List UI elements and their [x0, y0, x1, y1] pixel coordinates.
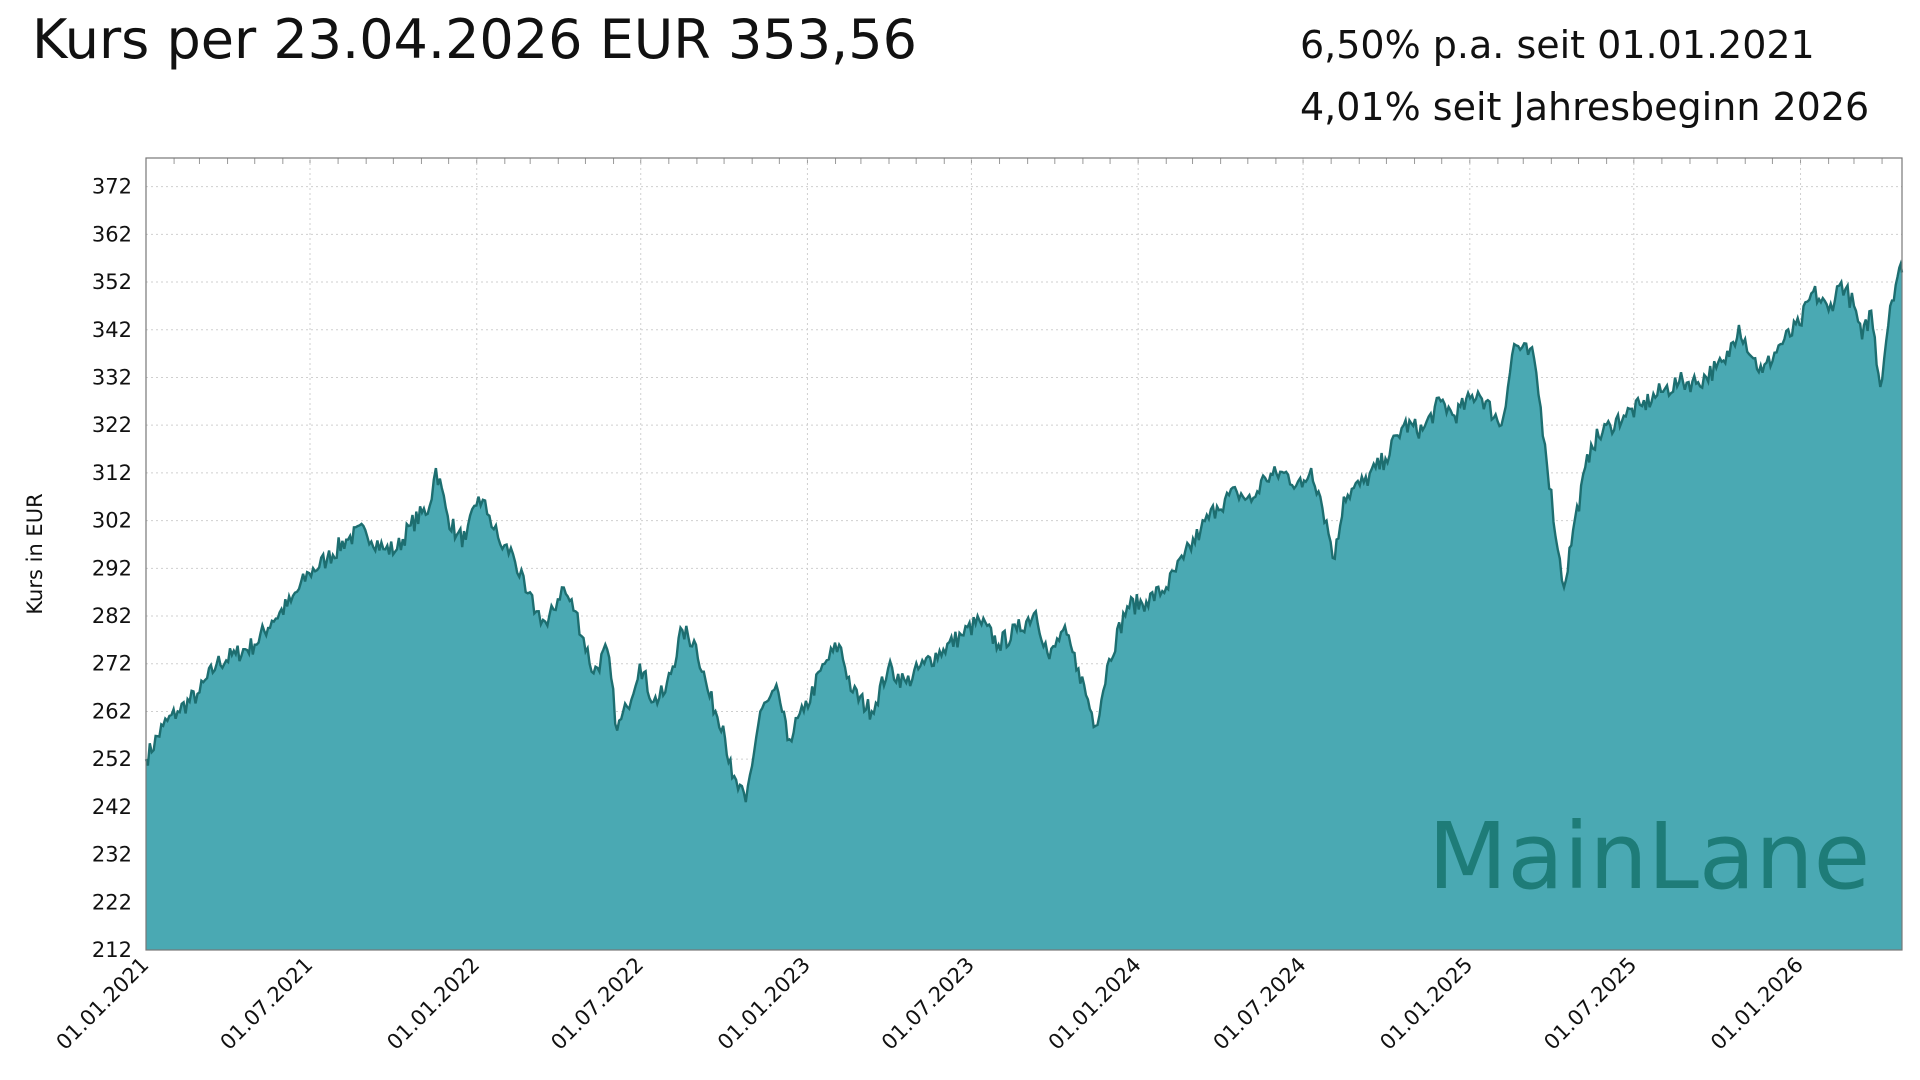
y-tick-label: 242: [92, 795, 132, 819]
y-axis-ticks: 212 222 232 242 252 262 272 282 292 302 312 322 332 3…: [92, 175, 132, 962]
y-tick-label: 282: [92, 604, 132, 628]
y-axis-label: Kurs in EUR: [23, 493, 47, 614]
y-tick-label: 352: [92, 270, 132, 294]
y-tick-label: 372: [92, 175, 132, 199]
y-tick-label: 322: [92, 413, 132, 437]
price-area: [146, 264, 1902, 951]
x-tick-label: 01.01.2024: [1044, 953, 1146, 1055]
y-tick-label: 332: [92, 365, 132, 389]
x-tick-label: 01.07.2025: [1539, 953, 1641, 1055]
stats-block: 6,50% p.a. seit 01.01.2021 4,01% seit Ja…: [1300, 14, 1869, 138]
x-tick-label: 01.07.2024: [1209, 953, 1311, 1055]
x-tick-label: 01.01.2023: [713, 953, 815, 1055]
y-tick-label: 232: [92, 843, 132, 867]
y-tick-label: 272: [92, 652, 132, 676]
x-tick-label: 01.01.2025: [1375, 953, 1477, 1055]
y-tick-label: 212: [92, 938, 132, 962]
y-tick-label: 262: [92, 699, 132, 723]
y-tick-label: 342: [92, 318, 132, 342]
y-tick-label: 292: [92, 556, 132, 580]
y-tick-label: 302: [92, 509, 132, 533]
x-tick-label: 01.07.2022: [546, 953, 648, 1055]
price-line: [144, 259, 1904, 803]
y-tick-label: 312: [92, 461, 132, 485]
y-tick-label: 222: [92, 890, 132, 914]
plot-frame: [145, 157, 1903, 951]
stat-ytd: 4,01% seit Jahresbeginn 2026: [1300, 85, 1870, 129]
x-tick-label: 01.01.2022: [382, 953, 484, 1055]
x-tick-label: 01.07.2021: [216, 953, 318, 1055]
chart-title: Kurs per 23.04.2026 EUR 353,56: [32, 8, 917, 71]
stat-per-annum: 6,50% p.a. seit 01.01.2021: [1300, 23, 1815, 67]
x-tick-label: 01.01.2026: [1706, 953, 1808, 1055]
brand-watermark: MainLane: [1428, 803, 1870, 910]
y-tick-label: 252: [92, 747, 132, 771]
x-tick-label: 01.07.2023: [877, 953, 979, 1055]
y-tick-label: 362: [92, 222, 132, 246]
x-tick-label: 01.01.2021: [52, 953, 154, 1055]
x-axis-ticks: 01.01.2021 01.07.2021 01.01.2022 01.07.2022…: [52, 953, 1809, 1055]
